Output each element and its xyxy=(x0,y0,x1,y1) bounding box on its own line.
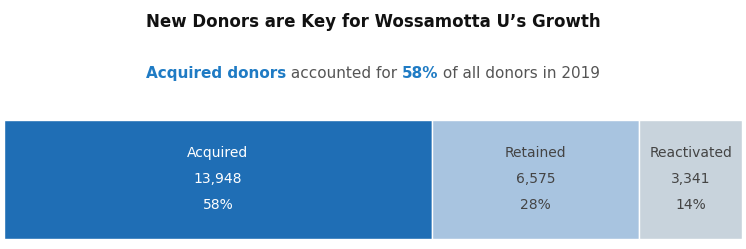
Text: of all donors in 2019: of all donors in 2019 xyxy=(439,66,601,81)
Text: 58%: 58% xyxy=(202,198,233,212)
Text: 28%: 28% xyxy=(520,198,551,212)
Text: 13,948: 13,948 xyxy=(194,172,242,186)
Bar xyxy=(432,120,639,239)
Text: Retained: Retained xyxy=(504,146,566,160)
Text: New Donors are Key for Wossamotta U’s Growth: New Donors are Key for Wossamotta U’s Gr… xyxy=(145,12,601,31)
Bar xyxy=(4,120,432,239)
Text: Reactivated: Reactivated xyxy=(649,146,732,160)
Text: Acquired: Acquired xyxy=(187,146,248,160)
Text: 14%: 14% xyxy=(675,198,706,212)
Text: accounted for: accounted for xyxy=(286,66,402,81)
Text: 58%: 58% xyxy=(402,66,439,81)
Text: Acquired donors: Acquired donors xyxy=(145,66,286,81)
Bar xyxy=(639,120,742,239)
Text: 6,575: 6,575 xyxy=(515,172,555,186)
Text: 3,341: 3,341 xyxy=(671,172,710,186)
